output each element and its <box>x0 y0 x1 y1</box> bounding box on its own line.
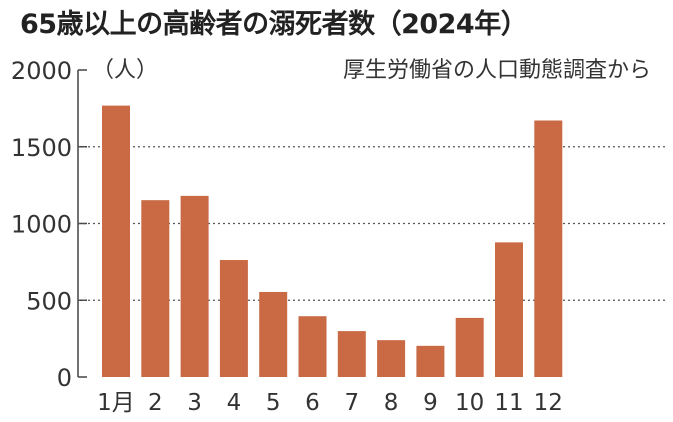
y-tick-label: 0 <box>57 364 72 392</box>
bar-10 <box>455 317 484 377</box>
x-tick-label: 10 <box>455 390 484 416</box>
y-tick-label: 2000 <box>11 57 72 85</box>
y-tick-label: 1000 <box>11 211 72 239</box>
x-tick-label: 3 <box>187 390 202 416</box>
x-tick-label: 1月 <box>97 390 135 416</box>
bar-5 <box>259 291 288 377</box>
y-axis-unit: （人） <box>92 58 159 83</box>
x-tick-label: 9 <box>423 390 438 416</box>
x-tick-label: 6 <box>305 390 320 416</box>
chart-subtitle: 厚生労働省の人口動態調査から <box>342 58 651 83</box>
x-tick-label: 5 <box>266 390 281 416</box>
x-tick-label: 11 <box>494 390 523 416</box>
chart-title: 65歳以上の高齢者の溺死者数（2024年） <box>20 9 528 40</box>
x-tick-label: 8 <box>384 390 399 416</box>
y-tick-label: 500 <box>26 287 72 315</box>
x-tick-label: 4 <box>227 390 242 416</box>
bar-12 <box>534 120 563 378</box>
bar-11 <box>495 242 523 377</box>
bar-3 <box>180 195 209 377</box>
x-tick-label: 12 <box>534 390 563 416</box>
bar-6 <box>298 316 327 377</box>
bar-7 <box>337 331 366 377</box>
bar-4 <box>219 260 248 377</box>
bar-2 <box>141 200 170 377</box>
bar-1月 <box>102 105 130 377</box>
y-tick-label: 1500 <box>11 134 72 162</box>
x-tick-label: 2 <box>148 390 163 416</box>
x-tick-label: 7 <box>344 390 359 416</box>
bar-9 <box>416 345 445 377</box>
bar-8 <box>377 340 406 377</box>
